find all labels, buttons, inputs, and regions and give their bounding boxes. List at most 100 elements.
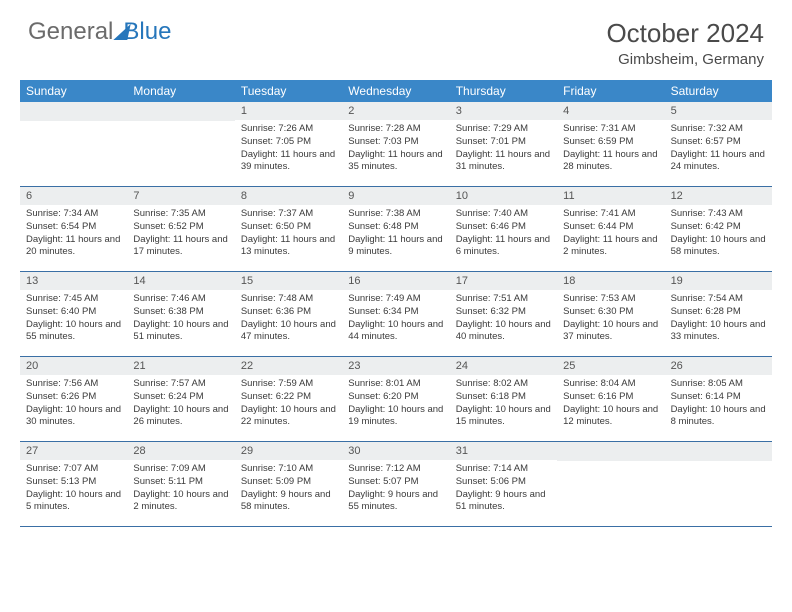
daylight-line: Daylight: 11 hours and 24 minutes. — [671, 149, 766, 175]
day-cell: 25Sunrise: 8:04 AMSunset: 6:16 PMDayligh… — [557, 357, 664, 441]
day-number: 24 — [450, 357, 557, 375]
day-header-saturday: Saturday — [665, 80, 772, 102]
sunrise-line: Sunrise: 7:09 AM — [133, 463, 228, 476]
daylight-line: Daylight: 10 hours and 40 minutes. — [456, 319, 551, 345]
day-info: Sunrise: 7:53 AMSunset: 6:30 PMDaylight:… — [557, 290, 664, 348]
day-number: 12 — [665, 187, 772, 205]
sunrise-line: Sunrise: 7:07 AM — [26, 463, 121, 476]
day-info: Sunrise: 7:29 AMSunset: 7:01 PMDaylight:… — [450, 120, 557, 178]
day-cell: 26Sunrise: 8:05 AMSunset: 6:14 PMDayligh… — [665, 357, 772, 441]
calendar: SundayMondayTuesdayWednesdayThursdayFrid… — [20, 80, 772, 527]
sunrise-line: Sunrise: 7:48 AM — [241, 293, 336, 306]
day-info: Sunrise: 7:35 AMSunset: 6:52 PMDaylight:… — [127, 205, 234, 263]
day-cell: 14Sunrise: 7:46 AMSunset: 6:38 PMDayligh… — [127, 272, 234, 356]
day-info: Sunrise: 7:46 AMSunset: 6:38 PMDaylight:… — [127, 290, 234, 348]
sunset-line: Sunset: 6:40 PM — [26, 306, 121, 319]
day-header-wednesday: Wednesday — [342, 80, 449, 102]
sunrise-line: Sunrise: 7:41 AM — [563, 208, 658, 221]
day-cell: 6 Sunrise: 7:34 AMSunset: 6:54 PMDaylight… — [20, 187, 127, 271]
daylight-line: Daylight: 9 hours and 55 minutes. — [348, 489, 443, 515]
daylight-line: Daylight: 11 hours and 31 minutes. — [456, 149, 551, 175]
day-info: Sunrise: 7:59 AMSunset: 6:22 PMDaylight:… — [235, 375, 342, 433]
sunset-line: Sunset: 7:03 PM — [348, 136, 443, 149]
day-info: Sunrise: 7:41 AMSunset: 6:44 PMDaylight:… — [557, 205, 664, 263]
daylight-line: Daylight: 10 hours and 2 minutes. — [133, 489, 228, 515]
day-number: 16 — [342, 272, 449, 290]
day-info: Sunrise: 7:32 AMSunset: 6:57 PMDaylight:… — [665, 120, 772, 178]
daylight-line: Daylight: 10 hours and 19 minutes. — [348, 404, 443, 430]
sunrise-line: Sunrise: 7:49 AM — [348, 293, 443, 306]
sunset-line: Sunset: 6:34 PM — [348, 306, 443, 319]
sunrise-line: Sunrise: 7:46 AM — [133, 293, 228, 306]
day-info: Sunrise: 7:43 AMSunset: 6:42 PMDaylight:… — [665, 205, 772, 263]
sunset-line: Sunset: 6:28 PM — [671, 306, 766, 319]
day-info: Sunrise: 8:04 AMSunset: 6:16 PMDaylight:… — [557, 375, 664, 433]
daylight-line: Daylight: 10 hours and 12 minutes. — [563, 404, 658, 430]
sunset-line: Sunset: 6:50 PM — [241, 221, 336, 234]
day-info: Sunrise: 7:28 AMSunset: 7:03 PMDaylight:… — [342, 120, 449, 178]
day-number — [20, 102, 127, 121]
daylight-line: Daylight: 10 hours and 26 minutes. — [133, 404, 228, 430]
day-number: 3 — [450, 102, 557, 120]
week-row: 6 Sunrise: 7:34 AMSunset: 6:54 PMDaylight… — [20, 187, 772, 272]
sunset-line: Sunset: 6:54 PM — [26, 221, 121, 234]
day-cell: 1Sunrise: 7:26 AMSunset: 7:05 PMDaylight… — [235, 102, 342, 186]
sunrise-line: Sunrise: 7:56 AM — [26, 378, 121, 391]
day-cell: 15Sunrise: 7:48 AMSunset: 6:36 PMDayligh… — [235, 272, 342, 356]
day-number: 25 — [557, 357, 664, 375]
sunrise-line: Sunrise: 8:04 AM — [563, 378, 658, 391]
sunset-line: Sunset: 6:14 PM — [671, 391, 766, 404]
sunset-line: Sunset: 6:36 PM — [241, 306, 336, 319]
day-info: Sunrise: 7:48 AMSunset: 6:36 PMDaylight:… — [235, 290, 342, 348]
day-info: Sunrise: 7:37 AMSunset: 6:50 PMDaylight:… — [235, 205, 342, 263]
day-number: 11 — [557, 187, 664, 205]
sunrise-line: Sunrise: 7:32 AM — [671, 123, 766, 136]
day-info: Sunrise: 7:31 AMSunset: 6:59 PMDaylight:… — [557, 120, 664, 178]
day-number: 4 — [557, 102, 664, 120]
sunset-line: Sunset: 7:01 PM — [456, 136, 551, 149]
day-number: 29 — [235, 442, 342, 460]
day-number: 18 — [557, 272, 664, 290]
sunrise-line: Sunrise: 8:02 AM — [456, 378, 551, 391]
day-number: 1 — [235, 102, 342, 120]
day-cell: 4Sunrise: 7:31 AMSunset: 6:59 PMDaylight… — [557, 102, 664, 186]
daylight-line: Daylight: 10 hours and 8 minutes. — [671, 404, 766, 430]
day-number — [127, 102, 234, 121]
sunrise-line: Sunrise: 7:59 AM — [241, 378, 336, 391]
empty-cell — [127, 102, 234, 186]
day-cell: 17Sunrise: 7:51 AMSunset: 6:32 PMDayligh… — [450, 272, 557, 356]
day-info: Sunrise: 7:10 AMSunset: 5:09 PMDaylight:… — [235, 460, 342, 518]
day-info: Sunrise: 7:07 AMSunset: 5:13 PMDaylight:… — [20, 460, 127, 518]
sunrise-line: Sunrise: 7:12 AM — [348, 463, 443, 476]
weeks-container: 1Sunrise: 7:26 AMSunset: 7:05 PMDaylight… — [20, 102, 772, 527]
sunrise-line: Sunrise: 7:14 AM — [456, 463, 551, 476]
day-number — [557, 442, 664, 461]
daylight-line: Daylight: 9 hours and 58 minutes. — [241, 489, 336, 515]
day-cell: 30Sunrise: 7:12 AMSunset: 5:07 PMDayligh… — [342, 442, 449, 526]
daylight-line: Daylight: 10 hours and 15 minutes. — [456, 404, 551, 430]
daylight-line: Daylight: 10 hours and 51 minutes. — [133, 319, 228, 345]
day-info: Sunrise: 8:05 AMSunset: 6:14 PMDaylight:… — [665, 375, 772, 433]
day-number: 20 — [20, 357, 127, 375]
day-info: Sunrise: 7:54 AMSunset: 6:28 PMDaylight:… — [665, 290, 772, 348]
sunrise-line: Sunrise: 7:34 AM — [26, 208, 121, 221]
sunrise-line: Sunrise: 8:01 AM — [348, 378, 443, 391]
sunrise-line: Sunrise: 7:31 AM — [563, 123, 658, 136]
daylight-line: Daylight: 11 hours and 20 minutes. — [26, 234, 121, 260]
day-header-monday: Monday — [127, 80, 234, 102]
day-cell: 29Sunrise: 7:10 AMSunset: 5:09 PMDayligh… — [235, 442, 342, 526]
day-info: Sunrise: 7:56 AMSunset: 6:26 PMDaylight:… — [20, 375, 127, 433]
sunset-line: Sunset: 6:57 PM — [671, 136, 766, 149]
location: Gimbsheim, Germany — [606, 51, 764, 68]
sunset-line: Sunset: 6:46 PM — [456, 221, 551, 234]
day-info: Sunrise: 7:49 AMSunset: 6:34 PMDaylight:… — [342, 290, 449, 348]
day-cell: 24Sunrise: 8:02 AMSunset: 6:18 PMDayligh… — [450, 357, 557, 441]
day-cell: 23Sunrise: 8:01 AMSunset: 6:20 PMDayligh… — [342, 357, 449, 441]
day-cell: 2Sunrise: 7:28 AMSunset: 7:03 PMDaylight… — [342, 102, 449, 186]
day-number: 13 — [20, 272, 127, 290]
sunset-line: Sunset: 6:38 PM — [133, 306, 228, 319]
daylight-line: Daylight: 10 hours and 5 minutes. — [26, 489, 121, 515]
day-number: 6 — [20, 187, 127, 205]
sunset-line: Sunset: 6:22 PM — [241, 391, 336, 404]
daylight-line: Daylight: 11 hours and 28 minutes. — [563, 149, 658, 175]
